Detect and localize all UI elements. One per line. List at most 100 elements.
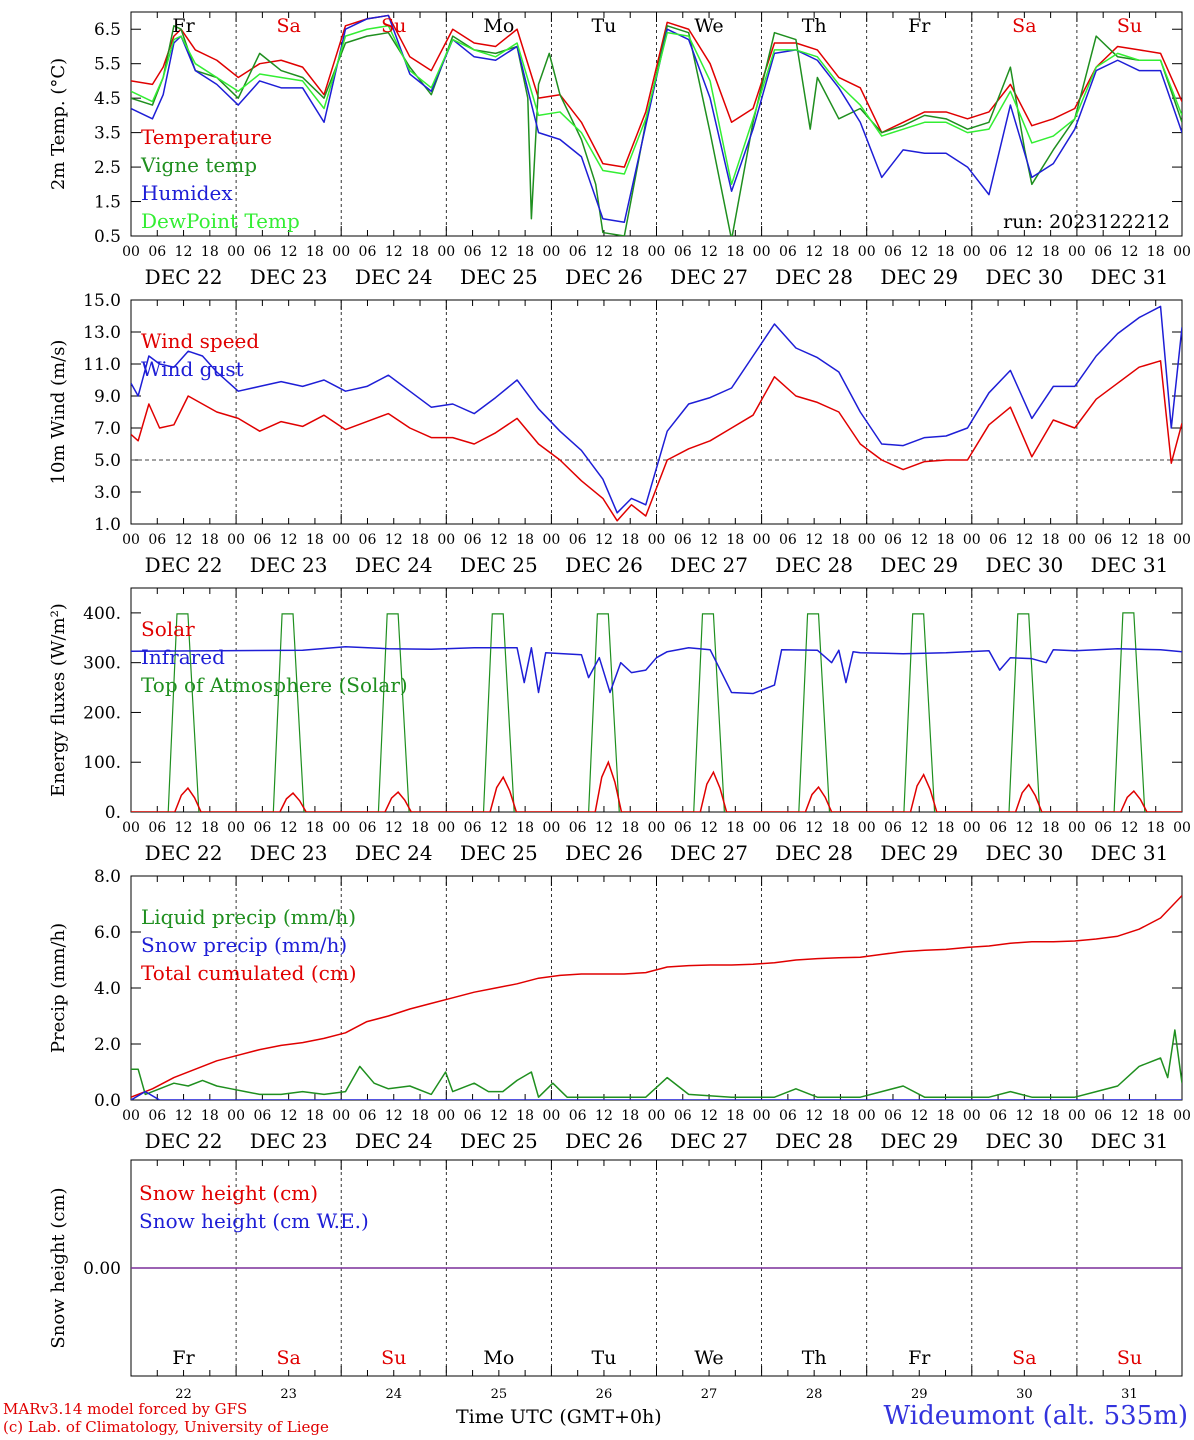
- hour-label: 06: [989, 1108, 1007, 1124]
- y-tick-label: 0.00: [83, 1259, 121, 1279]
- hour-label: 18: [621, 1108, 639, 1124]
- hour-label: 12: [700, 820, 718, 836]
- hour-label: 00: [332, 1108, 350, 1124]
- hour-label: 18: [621, 820, 639, 836]
- date-label: DEC 29: [880, 1129, 958, 1153]
- hour-label: 18: [201, 820, 219, 836]
- y-axis-title: 10m Wind (m/s): [48, 340, 69, 485]
- hour-label: 00: [542, 1108, 560, 1124]
- hour-label: 00: [437, 820, 455, 836]
- hour-label: 00: [122, 532, 140, 548]
- legend-item: Vigne temp: [140, 153, 257, 177]
- y-tick-label: 4.0: [94, 979, 121, 999]
- date-label: DEC 25: [460, 841, 538, 865]
- hour-label: 18: [832, 532, 850, 548]
- hour-label: 06: [359, 244, 377, 260]
- y-tick-label: 0.5: [94, 227, 121, 247]
- weekday-label: Fr: [172, 15, 195, 37]
- hour-label: 18: [621, 532, 639, 548]
- date-label: DEC 27: [670, 265, 748, 289]
- hour-label: 18: [516, 820, 534, 836]
- hour-label: 00: [332, 532, 350, 548]
- hour-label: 18: [516, 244, 534, 260]
- date-label: DEC 28: [775, 1129, 853, 1153]
- hour-label: 06: [674, 532, 692, 548]
- hour-label: 18: [832, 820, 850, 836]
- legend-item: Temperature: [141, 125, 272, 149]
- hour-label: 18: [306, 1108, 324, 1124]
- hour-label: 06: [148, 532, 166, 548]
- date-label: DEC 23: [250, 265, 328, 289]
- day-number-label: 22: [175, 1387, 192, 1402]
- hour-label: 06: [253, 244, 271, 260]
- hour-label: 18: [1147, 532, 1165, 548]
- weekday-label: Fr: [172, 1347, 195, 1369]
- date-label: DEC 31: [1091, 553, 1169, 577]
- hour-label: 06: [359, 820, 377, 836]
- series-infrared: [131, 645, 1182, 695]
- series-vigne-temp: [131, 25, 1182, 236]
- weekday-label: Su: [381, 15, 406, 37]
- legend-item: Total cumulated (cm): [141, 961, 357, 985]
- hour-label: 06: [674, 1108, 692, 1124]
- hour-label: 06: [779, 532, 797, 548]
- date-label: DEC 24: [355, 1129, 433, 1153]
- hour-label: 12: [595, 820, 613, 836]
- hour-label: 12: [175, 820, 193, 836]
- y-tick-label: 0.0: [94, 1091, 121, 1111]
- legend-item: Snow precip (mm/h): [141, 933, 347, 957]
- panel-temp: 0.5 1.5 2.5 3.5 4.5 5.5 6.5 2m Temp. (°C) 00 06 12…: [48, 11, 1191, 289]
- hour-label: 00: [648, 532, 666, 548]
- y-tick-label: 3.5: [94, 124, 121, 144]
- run-label: run: 2023122212: [1003, 211, 1170, 233]
- y-tick-label: 13.0: [83, 323, 121, 343]
- date-label: DEC 27: [670, 553, 748, 577]
- date-label: DEC 26: [565, 553, 643, 577]
- hour-label: 00: [858, 244, 876, 260]
- station-name: Wideumont (alt. 535m): [883, 1401, 1188, 1431]
- hour-label: 18: [411, 532, 429, 548]
- hour-label: 00: [1173, 820, 1191, 836]
- date-label: DEC 29: [880, 553, 958, 577]
- hour-label: 00: [227, 820, 245, 836]
- hour-label: 00: [963, 1108, 981, 1124]
- hour-label: 18: [937, 532, 955, 548]
- hour-label: 00: [332, 820, 350, 836]
- date-label: DEC 27: [670, 1129, 748, 1153]
- day-number-label: 25: [491, 1387, 508, 1402]
- hour-label: 00: [437, 244, 455, 260]
- hour-label: 18: [1147, 1108, 1165, 1124]
- legend-item: Snow height (cm W.E.): [139, 1209, 369, 1233]
- series-snow-precip-mm-h: [131, 1090, 1182, 1100]
- hour-label: 00: [437, 1108, 455, 1124]
- hour-label: 18: [832, 1108, 850, 1124]
- hour-label: 12: [595, 532, 613, 548]
- hour-label: 18: [726, 1108, 744, 1124]
- series-humidex: [131, 14, 1182, 223]
- hour-label: 12: [280, 1108, 298, 1124]
- hour-label: 00: [1173, 532, 1191, 548]
- date-label: DEC 26: [565, 265, 643, 289]
- date-label: DEC 29: [880, 841, 958, 865]
- hour-label: 18: [1147, 244, 1165, 260]
- panel-energy: 0. 100. 200. 300. 400. Energy fluxes (W/m²) 00…: [48, 587, 1191, 865]
- hour-label: 18: [937, 820, 955, 836]
- hour-label: 06: [464, 244, 482, 260]
- hour-label: 12: [700, 244, 718, 260]
- weekday-label: Tu: [591, 15, 616, 37]
- hour-label: 18: [306, 820, 324, 836]
- hour-label: 00: [227, 532, 245, 548]
- hour-label: 12: [175, 532, 193, 548]
- hour-label: 18: [306, 244, 324, 260]
- hour-label: 00: [122, 244, 140, 260]
- hour-label: 00: [1173, 244, 1191, 260]
- date-label: DEC 26: [565, 1129, 643, 1153]
- legend-item: Top of Atmosphere (Solar): [141, 673, 408, 697]
- hour-label: 12: [280, 820, 298, 836]
- date-label: DEC 23: [250, 1129, 328, 1153]
- weekday-label: Th: [802, 1347, 827, 1369]
- hour-label: 06: [1094, 1108, 1112, 1124]
- hour-label: 12: [1015, 820, 1033, 836]
- hour-label: 00: [227, 1108, 245, 1124]
- hour-label: 12: [175, 1108, 193, 1124]
